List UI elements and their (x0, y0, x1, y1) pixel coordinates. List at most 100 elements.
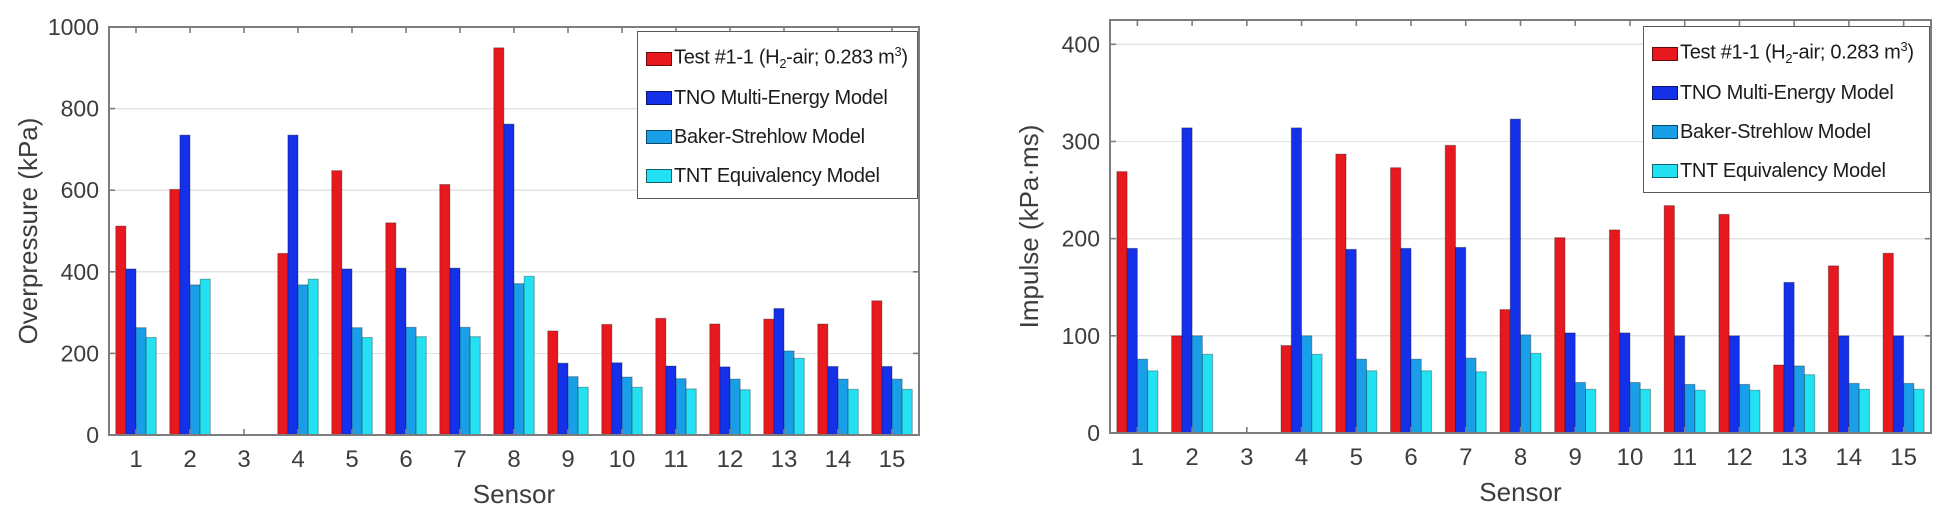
legend-swatch-tnt-equivalency (1652, 163, 1678, 178)
bar (871, 300, 883, 436)
x-tick-label: 2 (183, 446, 196, 473)
bar (341, 268, 353, 436)
bar (277, 252, 289, 436)
legend-label: TNT Equivalency Model (1680, 159, 1886, 182)
legend-item-test-1-1: Test #1-1 (H2-air; 0.283 m3) (646, 39, 911, 78)
legend: Test #1-1 (H2-air; 0.283 m3) TNO Multi-En… (1643, 26, 1930, 193)
y-axis-label: Impulse (kPa·ms) (1014, 125, 1044, 329)
legend-item-test-1-1: Test #1-1 (H2-air; 0.283 m3) (1652, 34, 1923, 73)
bar (1608, 229, 1621, 434)
bar (1420, 370, 1433, 434)
bar (1827, 265, 1840, 434)
x-tick-label: 11 (1672, 444, 1697, 471)
bar (1858, 388, 1870, 434)
bar (1290, 127, 1303, 434)
bar (513, 283, 525, 436)
bar (1663, 205, 1675, 434)
x-tick-label: 4 (291, 446, 304, 473)
bar (135, 327, 147, 436)
bar (493, 47, 505, 436)
bar (773, 308, 785, 436)
x-tick-label: 9 (1569, 444, 1582, 471)
bar (577, 386, 589, 436)
bar (547, 330, 559, 436)
y-tick-label: 400 (61, 259, 99, 285)
bar (1345, 248, 1357, 434)
y-tick-label: 100 (1062, 323, 1100, 349)
bar (307, 278, 319, 436)
bar (1400, 247, 1412, 434)
bar (469, 336, 481, 436)
x-tick-label: 5 (345, 446, 358, 473)
bar (1181, 127, 1193, 434)
bar (1136, 358, 1149, 434)
bar (1301, 335, 1313, 434)
bar (1390, 167, 1402, 434)
bar (523, 275, 535, 436)
bar (1673, 335, 1686, 434)
bar (199, 278, 211, 436)
bar (1913, 388, 1925, 434)
bar (847, 388, 859, 436)
legend-swatch-test-1-1 (646, 51, 672, 66)
legend-swatch-tno-multi-energy (646, 90, 672, 105)
x-tick-label: 13 (771, 446, 798, 473)
bar (1509, 118, 1521, 434)
bar (331, 170, 343, 436)
legend-item-tno-multi-energy: TNO Multi-Energy Model (1652, 73, 1923, 112)
bar (1191, 335, 1203, 434)
bar (297, 284, 309, 436)
legend-label: Test #1-1 (H2-air; 0.283 m3) (1680, 39, 1914, 67)
bar (189, 284, 201, 436)
bar (1773, 364, 1785, 434)
bar (1684, 383, 1696, 434)
bar (1564, 332, 1576, 434)
x-tick-label: 7 (1459, 444, 1472, 471)
bar (361, 336, 373, 436)
bar (557, 362, 569, 436)
bar (1201, 353, 1214, 434)
x-tick-label: 7 (453, 446, 466, 473)
bar (611, 362, 623, 436)
x-tick-label: 10 (1617, 444, 1644, 471)
bar (1574, 381, 1586, 434)
bar (783, 350, 795, 436)
bar (1465, 357, 1477, 434)
bar (1639, 388, 1651, 434)
bar (405, 326, 417, 436)
bar (1838, 335, 1850, 434)
x-tick-label: 6 (399, 446, 412, 473)
y-tick-label: 400 (1062, 31, 1100, 57)
x-tick-label: 9 (561, 446, 574, 473)
x-tick-label: 3 (237, 446, 250, 473)
bar (739, 389, 751, 436)
bar (1629, 381, 1641, 434)
x-tick-label: 14 (1836, 444, 1863, 471)
bar (1335, 153, 1347, 434)
bar (685, 388, 697, 436)
y-tick-label: 800 (61, 96, 99, 122)
y-tick-label: 200 (1062, 226, 1100, 252)
bar (385, 222, 397, 436)
bar (145, 336, 157, 436)
bar (1738, 383, 1751, 434)
x-tick-label: 5 (1350, 444, 1363, 471)
bar (1280, 345, 1292, 434)
bar (655, 317, 667, 436)
bar (827, 365, 839, 436)
bar (881, 365, 893, 436)
legend-label: TNO Multi-Energy Model (1680, 81, 1894, 104)
bar (1694, 389, 1706, 434)
bar (115, 225, 127, 436)
bar (503, 123, 515, 436)
bar (1126, 247, 1138, 434)
bar (675, 378, 687, 436)
x-tick-label: 14 (825, 446, 852, 473)
bar (351, 327, 363, 436)
x-tick-label: 8 (507, 446, 520, 473)
bar (1499, 309, 1511, 434)
bar (709, 323, 721, 436)
y-tick-label: 0 (86, 422, 99, 448)
bar (1116, 171, 1128, 434)
x-tick-label: 3 (1240, 444, 1253, 471)
